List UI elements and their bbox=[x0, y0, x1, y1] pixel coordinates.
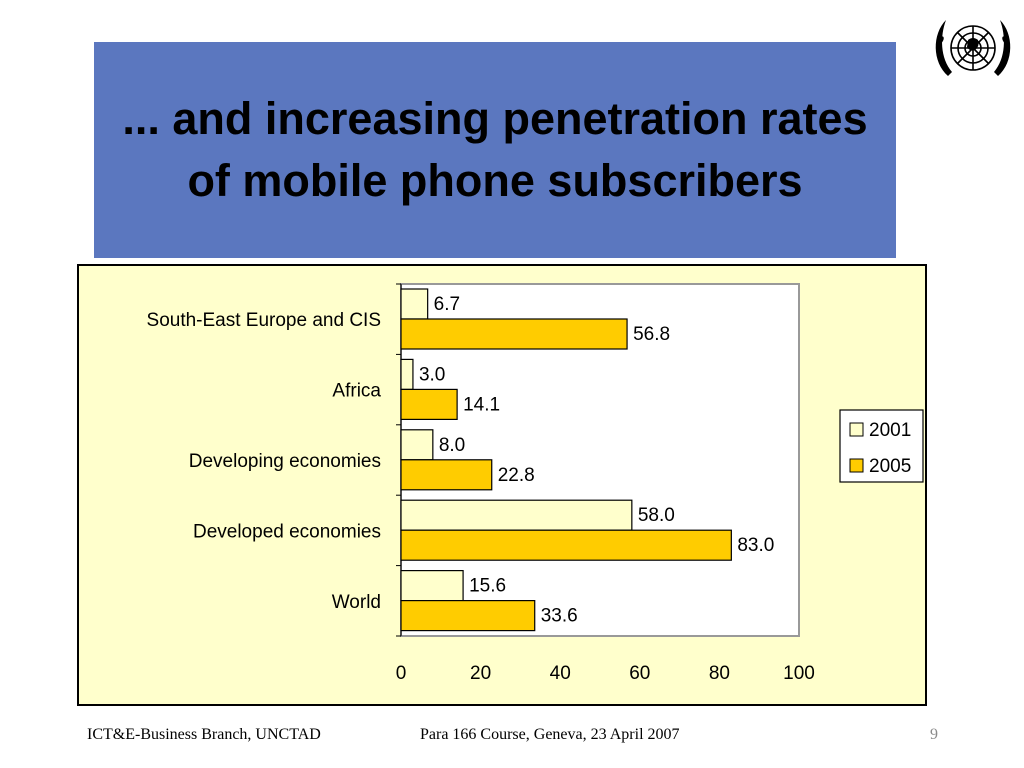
legend-swatch-2001 bbox=[849, 422, 864, 437]
chart-frame: South-East Europe and CIS 6.7 56.8 Africa 3.… bbox=[77, 264, 927, 706]
legend-label: 2001 bbox=[869, 420, 911, 441]
category-label: World bbox=[332, 592, 381, 613]
data-label: 14.1 bbox=[463, 394, 500, 415]
bar-2001-0 bbox=[400, 288, 429, 320]
bar-2005-4 bbox=[400, 600, 536, 632]
un-emblem-logo bbox=[935, 20, 1011, 76]
data-label: 22.8 bbox=[498, 465, 535, 486]
slide-number: 9 bbox=[930, 726, 938, 743]
data-label: 6.7 bbox=[434, 294, 460, 315]
category-label: Developed economies bbox=[193, 521, 381, 542]
footer-course-info: Para 166 Course, Geneva, 23 April 2007 bbox=[420, 726, 680, 743]
data-label: 15.6 bbox=[469, 576, 506, 597]
bar-2001-1 bbox=[400, 358, 414, 391]
x-tick-label: 40 bbox=[550, 663, 571, 684]
bar-2005-3 bbox=[400, 529, 732, 561]
bar-2001-4 bbox=[400, 570, 464, 602]
category-label: Developing economies bbox=[189, 451, 381, 472]
x-tick-label: 60 bbox=[629, 663, 650, 684]
bar-2001-2 bbox=[400, 429, 434, 461]
data-label: 8.0 bbox=[439, 435, 465, 456]
x-tick-label: 20 bbox=[470, 663, 491, 684]
data-label: 58.0 bbox=[638, 505, 675, 526]
data-label: 83.0 bbox=[737, 535, 774, 556]
bar-chart: South-East Europe and CIS 6.7 56.8 Africa 3.… bbox=[147, 283, 924, 684]
legend-swatch-2005 bbox=[849, 458, 864, 473]
x-tick-label: 0 bbox=[396, 663, 407, 684]
bar-2001-3 bbox=[400, 499, 633, 531]
category-label: South-East Europe and CIS bbox=[147, 310, 381, 331]
legend-label: 2005 bbox=[869, 456, 911, 477]
bar-2005-2 bbox=[400, 459, 493, 491]
x-tick-label: 100 bbox=[783, 663, 815, 684]
x-tick-label: 80 bbox=[709, 663, 730, 684]
bar-2005-0 bbox=[400, 318, 628, 350]
footer-organization: ICT&E-Business Branch, UNCTAD bbox=[87, 726, 321, 743]
data-label: 33.6 bbox=[541, 606, 578, 627]
data-label: 3.0 bbox=[419, 364, 445, 385]
bar-2005-1 bbox=[400, 388, 458, 421]
title-banner: ... and increasing penetration rates of … bbox=[94, 42, 896, 258]
slide-title: ... and increasing penetration rates of … bbox=[122, 93, 868, 206]
category-label: Africa bbox=[332, 381, 381, 402]
data-label: 56.8 bbox=[633, 324, 670, 345]
